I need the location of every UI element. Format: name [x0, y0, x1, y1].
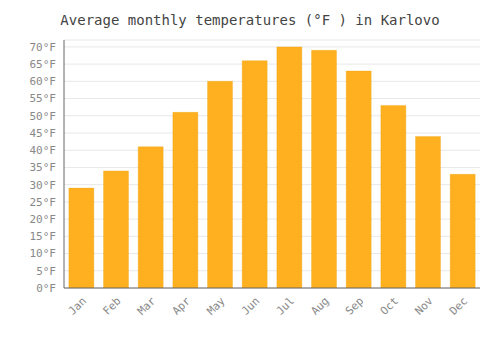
- svg-text:Mar: Mar: [135, 294, 159, 318]
- svg-text:60°F: 60°F: [30, 75, 57, 88]
- svg-text:10°F: 10°F: [30, 247, 57, 260]
- svg-text:20°F: 20°F: [30, 213, 57, 226]
- svg-text:Jul: Jul: [274, 294, 297, 317]
- svg-text:15°F: 15°F: [30, 230, 57, 243]
- svg-text:35°F: 35°F: [30, 161, 57, 174]
- svg-text:50°F: 50°F: [30, 110, 57, 123]
- svg-text:30°F: 30°F: [30, 179, 57, 192]
- svg-text:Feb: Feb: [100, 294, 123, 317]
- svg-text:55°F: 55°F: [30, 92, 57, 105]
- svg-text:45°F: 45°F: [30, 127, 57, 140]
- svg-text:Aug: Aug: [308, 294, 331, 317]
- svg-text:Oct: Oct: [378, 294, 401, 317]
- html-text:Average monthly temperatures (: Average monthly temperatures (°F ) in Ka…: [60, 12, 440, 28]
- svg-text:Jun: Jun: [239, 294, 262, 317]
- svg-text:5°F: 5°F: [36, 265, 56, 278]
- svg-text:Dec: Dec: [447, 294, 470, 317]
- svg-text:65°F: 65°F: [30, 58, 57, 71]
- svg-text:25°F: 25°F: [30, 196, 57, 209]
- svg-text:Nov: Nov: [412, 294, 436, 318]
- svg-text:May: May: [204, 294, 228, 318]
- svg-text:0°F: 0°F: [36, 282, 56, 295]
- svg-text:70°F: 70°F: [30, 41, 57, 54]
- svg-text:40°F: 40°F: [30, 144, 57, 157]
- svg-text:Sep: Sep: [343, 294, 366, 317]
- svg-text:Jan: Jan: [66, 294, 89, 317]
- svg-text:Apr: Apr: [170, 294, 194, 318]
